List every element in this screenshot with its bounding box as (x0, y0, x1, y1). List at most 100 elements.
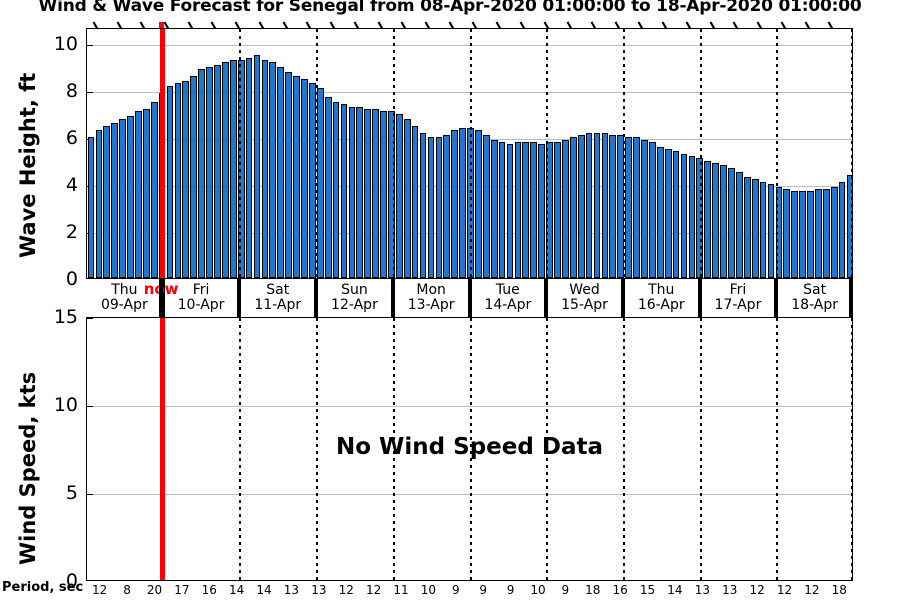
no-wind-data-message: No Wind Speed Data (336, 434, 603, 460)
wave-height-bar (206, 66, 213, 278)
wave-height-bar (166, 85, 174, 278)
day-divider (544, 279, 549, 317)
wave-height-bar (641, 139, 648, 278)
wave-height-bar (332, 102, 340, 278)
day-separator (469, 318, 472, 580)
wave-height-bar (372, 109, 379, 278)
day-label-cell: Mon 13-Apr (393, 279, 470, 317)
day-date-label: 13-Apr (407, 297, 455, 313)
wave-height-bar (704, 160, 712, 278)
wave-height-bar (190, 76, 198, 278)
wave-height-bar (838, 181, 846, 278)
wave-height-bar (625, 137, 632, 278)
day-separator (469, 29, 472, 278)
day-separator (851, 318, 852, 580)
day-label-cell: Sun 12-Apr (316, 279, 393, 317)
day-separator (776, 29, 779, 278)
period-value: 9 (451, 583, 460, 597)
day-label-cell: Thu 09-Apr (86, 279, 163, 317)
wave-height-bar (435, 137, 443, 278)
wave-height-bar (759, 181, 767, 278)
day-date-label: 17-Apr (714, 297, 762, 313)
y-tick (87, 45, 93, 47)
wave-height-bar (498, 141, 506, 278)
wind-speed-chart (86, 317, 853, 581)
wind-axis-title: Wind Speed, kts (16, 371, 40, 565)
wave-height-bar (506, 144, 514, 278)
day-divider (314, 279, 319, 317)
wave-height-bar (514, 141, 522, 278)
day-separator (392, 318, 395, 580)
wave-height-bar (222, 62, 229, 278)
page-title: Wind & Wave Forecast for Senegal from 08… (38, 0, 862, 16)
wave-height-bar (680, 153, 688, 278)
wind-y-tick-label: 15 (53, 306, 78, 328)
day-date-label: 15-Apr (561, 297, 608, 313)
wind-y-tick-label: 10 (53, 394, 78, 416)
period-value: 12 (338, 583, 354, 597)
day-separator (316, 318, 319, 580)
y-tick (87, 318, 93, 319)
wave-y-tick-label: 6 (65, 127, 78, 150)
wave-height-bar (577, 134, 585, 278)
wave-height-bar (830, 186, 838, 278)
wave-height-bar (822, 188, 830, 278)
wave-height-bar (815, 188, 822, 278)
day-separator (776, 318, 779, 580)
period-value: 16 (612, 583, 628, 597)
wave-height-bar (253, 55, 261, 278)
day-weekday-label: Mon (416, 282, 446, 299)
day-date-label: 09-Apr (100, 297, 148, 313)
wave-height-bar (214, 64, 221, 278)
wave-height-bar (87, 137, 95, 278)
wave-height-bar (601, 132, 609, 278)
period-value: 15 (639, 583, 656, 597)
wave-height-bar (475, 130, 482, 278)
day-separator (546, 29, 549, 278)
period-value: 14 (256, 583, 272, 597)
wave-height-bar (783, 188, 791, 278)
wave-height-bar (269, 62, 277, 278)
wave-height-bar (720, 165, 727, 278)
day-separator (699, 29, 702, 278)
period-value: 10 (420, 583, 437, 597)
period-value: 12 (92, 583, 108, 597)
day-weekday-label: Sat (266, 282, 290, 299)
period-value: 13 (283, 583, 300, 597)
period-value: 9 (561, 583, 570, 597)
day-separator (622, 318, 625, 580)
wave-height-bar (95, 130, 103, 278)
wave-height-bar (767, 184, 775, 278)
wave-y-tick-label: 10 (53, 33, 78, 56)
wave-height-chart (86, 28, 853, 279)
wave-height-bar (380, 111, 387, 278)
day-date-label: 18-Apr (791, 297, 839, 313)
wave-height-bar (569, 137, 577, 278)
wave-height-bar (593, 132, 601, 278)
wave-height-bar (799, 191, 806, 278)
day-divider (849, 279, 853, 317)
wave-height-bar (490, 139, 498, 278)
day-weekday-label: Fri (192, 282, 210, 299)
wave-height-bar (735, 172, 743, 278)
day-separator (622, 29, 625, 278)
wave-height-bar (427, 137, 435, 278)
wave-height-bar (411, 125, 419, 278)
day-divider (620, 279, 625, 317)
wave-height-bar (609, 134, 617, 278)
wave-y-tick-label: 4 (65, 174, 78, 197)
wave-height-bar (111, 123, 119, 278)
wave-height-bar (554, 141, 561, 278)
wave-height-bar (127, 116, 134, 278)
wave-height-bar (309, 83, 316, 278)
wind-y-tick-label: 5 (65, 482, 78, 504)
wave-height-bar (728, 167, 735, 278)
wave-height-bar (348, 106, 356, 278)
wave-height-bar (649, 141, 656, 278)
wave-y-tick-label: 8 (65, 80, 78, 103)
wave-height-bar (688, 156, 696, 278)
period-value: 10 (530, 583, 546, 597)
day-label-strip: Thu 09-Apr Fri 10-Apr Sat 11-Apr Sun 12-Apr Mon 1… (86, 279, 853, 317)
wave-height-bar (403, 118, 411, 278)
wave-height-bar (285, 71, 292, 278)
